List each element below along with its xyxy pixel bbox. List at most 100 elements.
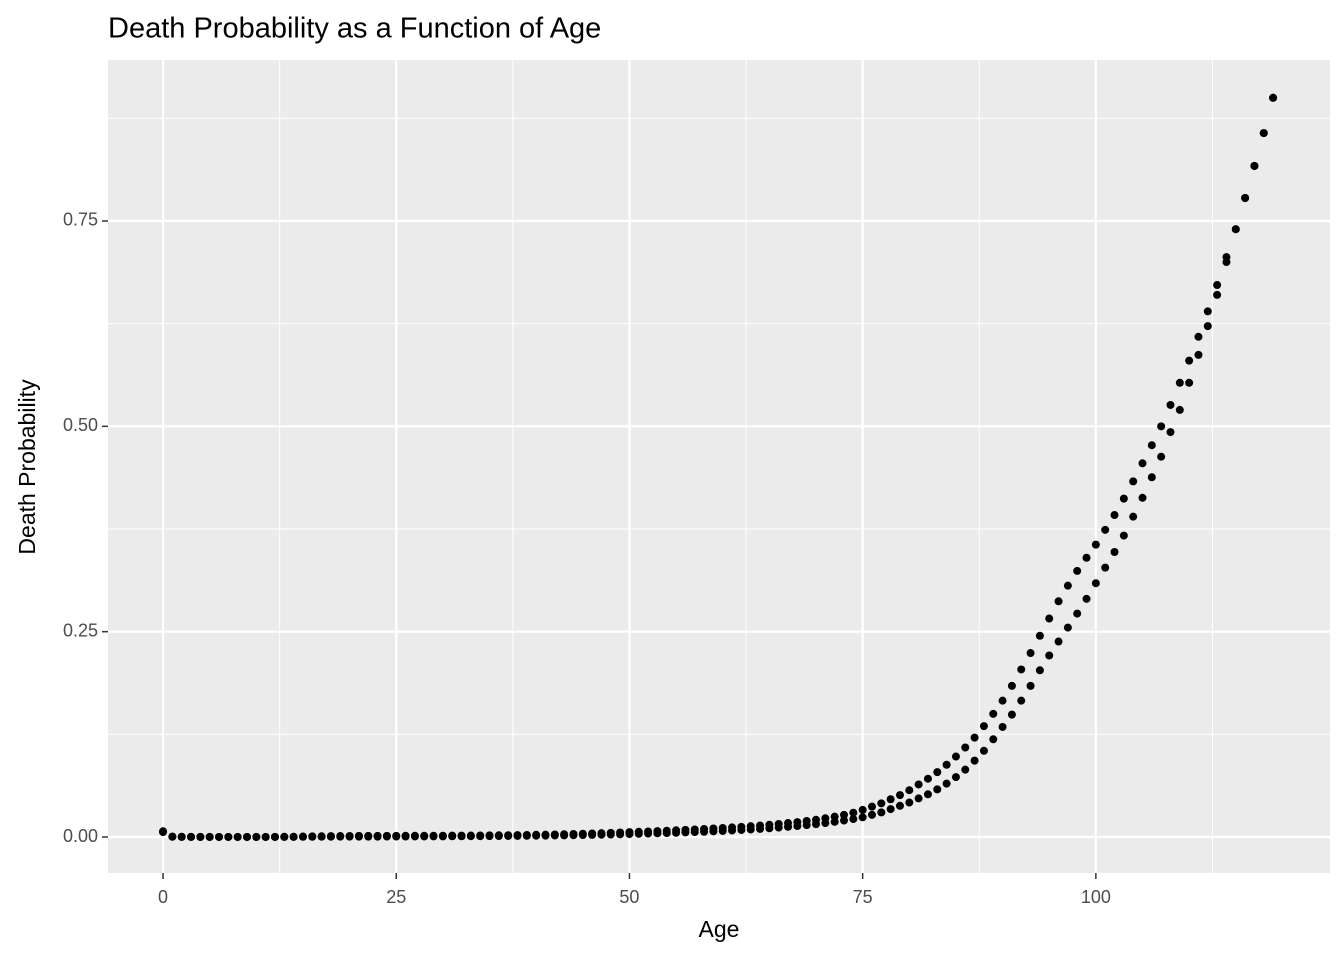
point: [429, 832, 438, 841]
point: [280, 832, 289, 841]
point: [1138, 459, 1147, 468]
point: [1026, 681, 1035, 690]
point: [438, 832, 447, 841]
point: [942, 779, 951, 788]
point: [326, 832, 335, 841]
point: [1054, 637, 1063, 646]
point: [485, 832, 494, 841]
point: [532, 831, 541, 840]
point: [821, 819, 830, 828]
point: [560, 831, 569, 840]
point: [392, 832, 401, 841]
point: [951, 752, 960, 761]
point: [1138, 493, 1147, 502]
point: [270, 832, 279, 841]
point: [756, 824, 765, 833]
point: [672, 828, 681, 837]
point: [970, 756, 979, 765]
point: [728, 826, 737, 835]
point: [839, 810, 848, 819]
point: [765, 824, 774, 833]
point: [989, 709, 998, 718]
point: [224, 832, 233, 841]
point: [215, 832, 224, 841]
x-tick-label: 75: [853, 887, 873, 907]
point: [690, 828, 699, 837]
point: [998, 696, 1007, 705]
point: [1147, 441, 1156, 450]
point: [849, 808, 858, 817]
point: [578, 831, 587, 840]
point: [895, 801, 904, 810]
point: [1017, 665, 1026, 674]
point: [914, 794, 923, 803]
y-tick-label: 0.00: [63, 826, 98, 846]
point: [1203, 307, 1212, 316]
point: [1203, 322, 1212, 331]
point: [1007, 710, 1016, 719]
point: [1063, 623, 1072, 632]
point: [373, 832, 382, 841]
point: [177, 832, 186, 841]
point: [662, 829, 671, 838]
point: [998, 722, 1007, 731]
point: [1007, 681, 1016, 690]
point: [345, 832, 354, 841]
point: [1054, 597, 1063, 606]
point: [317, 832, 326, 841]
point: [364, 832, 373, 841]
point: [1119, 531, 1128, 540]
point: [1110, 511, 1119, 520]
point: [448, 832, 457, 841]
point: [597, 830, 606, 839]
point: [242, 832, 251, 841]
y-tick-label: 0.50: [63, 415, 98, 435]
point: [541, 831, 550, 840]
point: [867, 810, 876, 819]
point: [1157, 452, 1166, 461]
point: [849, 815, 858, 824]
point: [168, 832, 177, 841]
point: [961, 743, 970, 752]
point: [420, 832, 429, 841]
point: [187, 832, 196, 841]
point: [513, 831, 522, 840]
panel: [108, 60, 1330, 873]
point: [382, 832, 391, 841]
point: [961, 765, 970, 774]
point: [1045, 614, 1054, 623]
point: [886, 795, 895, 804]
point: [914, 780, 923, 789]
point: [1185, 356, 1194, 365]
y-tick-label: 0.25: [63, 620, 98, 640]
point: [1082, 553, 1091, 562]
point: [1082, 594, 1091, 603]
point: [830, 817, 839, 826]
point: [942, 760, 951, 769]
point: [709, 827, 718, 836]
point: [196, 832, 205, 841]
point: [793, 822, 802, 831]
x-tick-label: 50: [619, 887, 639, 907]
point: [970, 733, 979, 742]
point: [466, 832, 475, 841]
point: [1101, 525, 1110, 534]
point: [504, 831, 513, 840]
point: [979, 722, 988, 731]
point: [877, 808, 886, 817]
point: [653, 829, 662, 838]
point: [1185, 378, 1194, 387]
point: [1194, 332, 1203, 341]
point: [905, 786, 914, 795]
point: [1110, 548, 1119, 557]
point: [746, 825, 755, 834]
y-tick-label: 0.75: [63, 210, 98, 230]
point: [737, 825, 746, 834]
y-axis-title: Death Probability: [14, 379, 40, 555]
point: [1035, 666, 1044, 675]
point: [569, 831, 578, 840]
point: [308, 832, 317, 841]
point: [1194, 350, 1203, 359]
point: [1166, 428, 1175, 437]
point: [886, 805, 895, 814]
